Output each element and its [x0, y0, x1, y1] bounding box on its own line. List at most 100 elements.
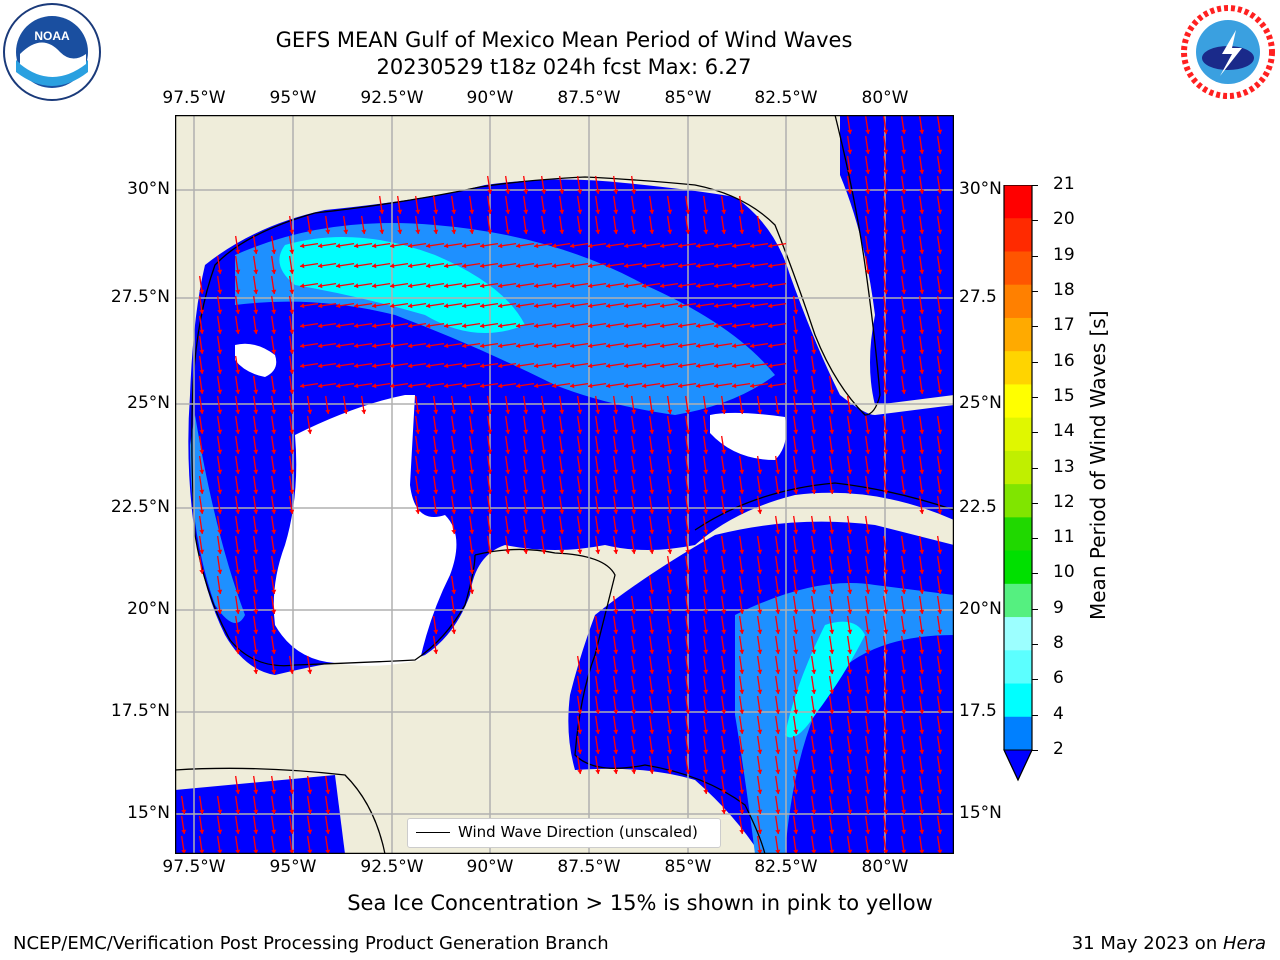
wind-arrow-head	[271, 389, 277, 394]
wind-arrow-head	[523, 469, 529, 474]
wind-arrow-head	[642, 323, 647, 329]
lon-tick-label: 95°W	[269, 88, 317, 108]
wind-arrow-head	[289, 429, 295, 434]
wind-arrow-head	[217, 349, 223, 354]
wind-arrow-head	[577, 689, 583, 694]
wind-arrow-head	[919, 269, 925, 274]
colorbar	[1003, 185, 1033, 782]
wind-arrow-head	[937, 509, 943, 514]
wind-arrow-head	[703, 409, 709, 414]
wind-arrow-head	[271, 349, 277, 354]
wind-arrow-head	[901, 789, 907, 794]
colorbar-tick-mark	[1032, 361, 1038, 363]
colorbar-tick-label: 13	[1053, 456, 1075, 477]
wind-arrow-head	[829, 689, 835, 694]
legend-line-icon	[416, 832, 450, 833]
wind-arrow-head	[595, 709, 601, 714]
wind-arrow-head	[883, 369, 889, 374]
colorbar-segment	[1004, 284, 1032, 319]
wind-arrow-head	[649, 409, 655, 414]
colorbar-tick-mark	[1032, 290, 1038, 292]
colorbar-tick-mark	[1032, 538, 1038, 540]
wind-arrow-head	[408, 363, 413, 369]
wind-arrow-head	[793, 689, 799, 694]
wind-arrow-head	[444, 343, 449, 349]
wind-arrow-head	[408, 243, 413, 249]
wind-arrow-head	[937, 149, 943, 154]
wind-arrow-head	[811, 409, 817, 414]
wind-arrow-head	[372, 243, 377, 249]
wind-arrow-head	[498, 243, 503, 249]
wind-arrow-head	[235, 629, 241, 634]
wind-arrow-head	[739, 829, 745, 834]
wind-arrow-head	[253, 789, 259, 794]
wind-arrow-head	[919, 489, 925, 494]
wind-arrow-head	[253, 449, 259, 454]
wind-arrow-head	[415, 229, 421, 234]
wind-arrow-head	[451, 209, 457, 214]
wind-arrow-head	[685, 729, 691, 734]
wind-arrow-head	[577, 469, 583, 474]
wind-arrow-head	[595, 749, 601, 754]
wind-arrow-head	[480, 303, 485, 309]
wind-arrow-head	[793, 529, 799, 534]
wind-arrow-head	[570, 303, 575, 309]
wind-arrow-head	[336, 343, 341, 349]
wind-arrow-head	[361, 409, 367, 414]
wind-arrow-head	[300, 323, 305, 329]
wind-arrow-head	[703, 589, 709, 594]
wind-arrow-head	[696, 363, 701, 369]
wind-arrow-head	[901, 169, 907, 174]
wind-arrow-head	[606, 283, 611, 289]
wind-arrow-head	[462, 263, 467, 269]
wind-arrow-head	[289, 269, 295, 274]
wind-arrow-head	[847, 469, 853, 474]
wind-arrow-head	[937, 169, 943, 174]
wind-arrow-head	[444, 263, 449, 269]
wind-arrow-head	[901, 349, 907, 354]
chart-subtitle: 20230529 t18z 024h fcst Max: 6.27	[376, 55, 752, 79]
wind-arrow-head	[750, 243, 755, 249]
lon-tick-label: 80°W	[861, 857, 909, 877]
wind-arrow-head	[235, 549, 241, 554]
wind-arrow-head	[534, 283, 539, 289]
wind-arrow-head	[667, 529, 673, 534]
wind-arrow-head	[901, 669, 907, 674]
wind-arrow-head	[354, 323, 359, 329]
wind-arrow-head	[703, 549, 709, 554]
colorbar-segment	[1004, 583, 1032, 618]
wind-arrow-head	[739, 749, 745, 754]
wind-arrow-head	[505, 229, 511, 234]
wind-arrow-head	[469, 489, 475, 494]
lat-tick-label: 22.5°N	[110, 497, 170, 517]
chart-title: GEFS MEAN Gulf of Mexico Mean Period of …	[275, 28, 853, 52]
wind-arrow-head	[937, 249, 943, 254]
wind-arrow-head	[541, 409, 547, 414]
wind-arrow-head	[732, 383, 737, 389]
wind-arrow-head	[865, 129, 871, 134]
wind-arrow-head	[937, 589, 943, 594]
wind-arrow-head	[696, 243, 701, 249]
wind-arrow-head	[883, 729, 889, 734]
wind-arrow-head	[487, 469, 493, 474]
wind-arrow-head	[793, 569, 799, 574]
wind-arrow-head	[271, 249, 277, 254]
wind-arrow-head	[847, 569, 853, 574]
wind-arrow-head	[811, 789, 817, 794]
wind-arrow-head	[570, 383, 575, 389]
wind-arrow-head	[847, 429, 853, 434]
wind-arrow-head	[271, 609, 277, 614]
wind-arrow-head	[217, 529, 223, 534]
wind-arrow-head	[919, 749, 925, 754]
wind-arrow-head	[181, 809, 187, 814]
wind-arrow-head	[757, 669, 763, 674]
wind-arrow-head	[901, 229, 907, 234]
wind-arrow-head	[235, 489, 241, 494]
wind-arrow-head	[595, 669, 601, 674]
wind-arrow-head	[649, 669, 655, 674]
wind-arrow-head	[624, 383, 629, 389]
wind-arrow-head	[577, 229, 583, 234]
wind-arrow-head	[217, 849, 223, 854]
colorbar-tick-mark	[1032, 467, 1038, 469]
wind-arrow-head	[253, 829, 259, 834]
